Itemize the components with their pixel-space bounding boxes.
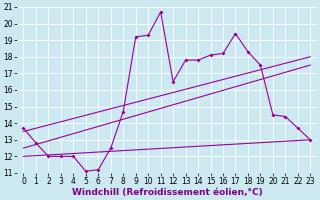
X-axis label: Windchill (Refroidissement éolien,°C): Windchill (Refroidissement éolien,°C) bbox=[72, 188, 262, 197]
